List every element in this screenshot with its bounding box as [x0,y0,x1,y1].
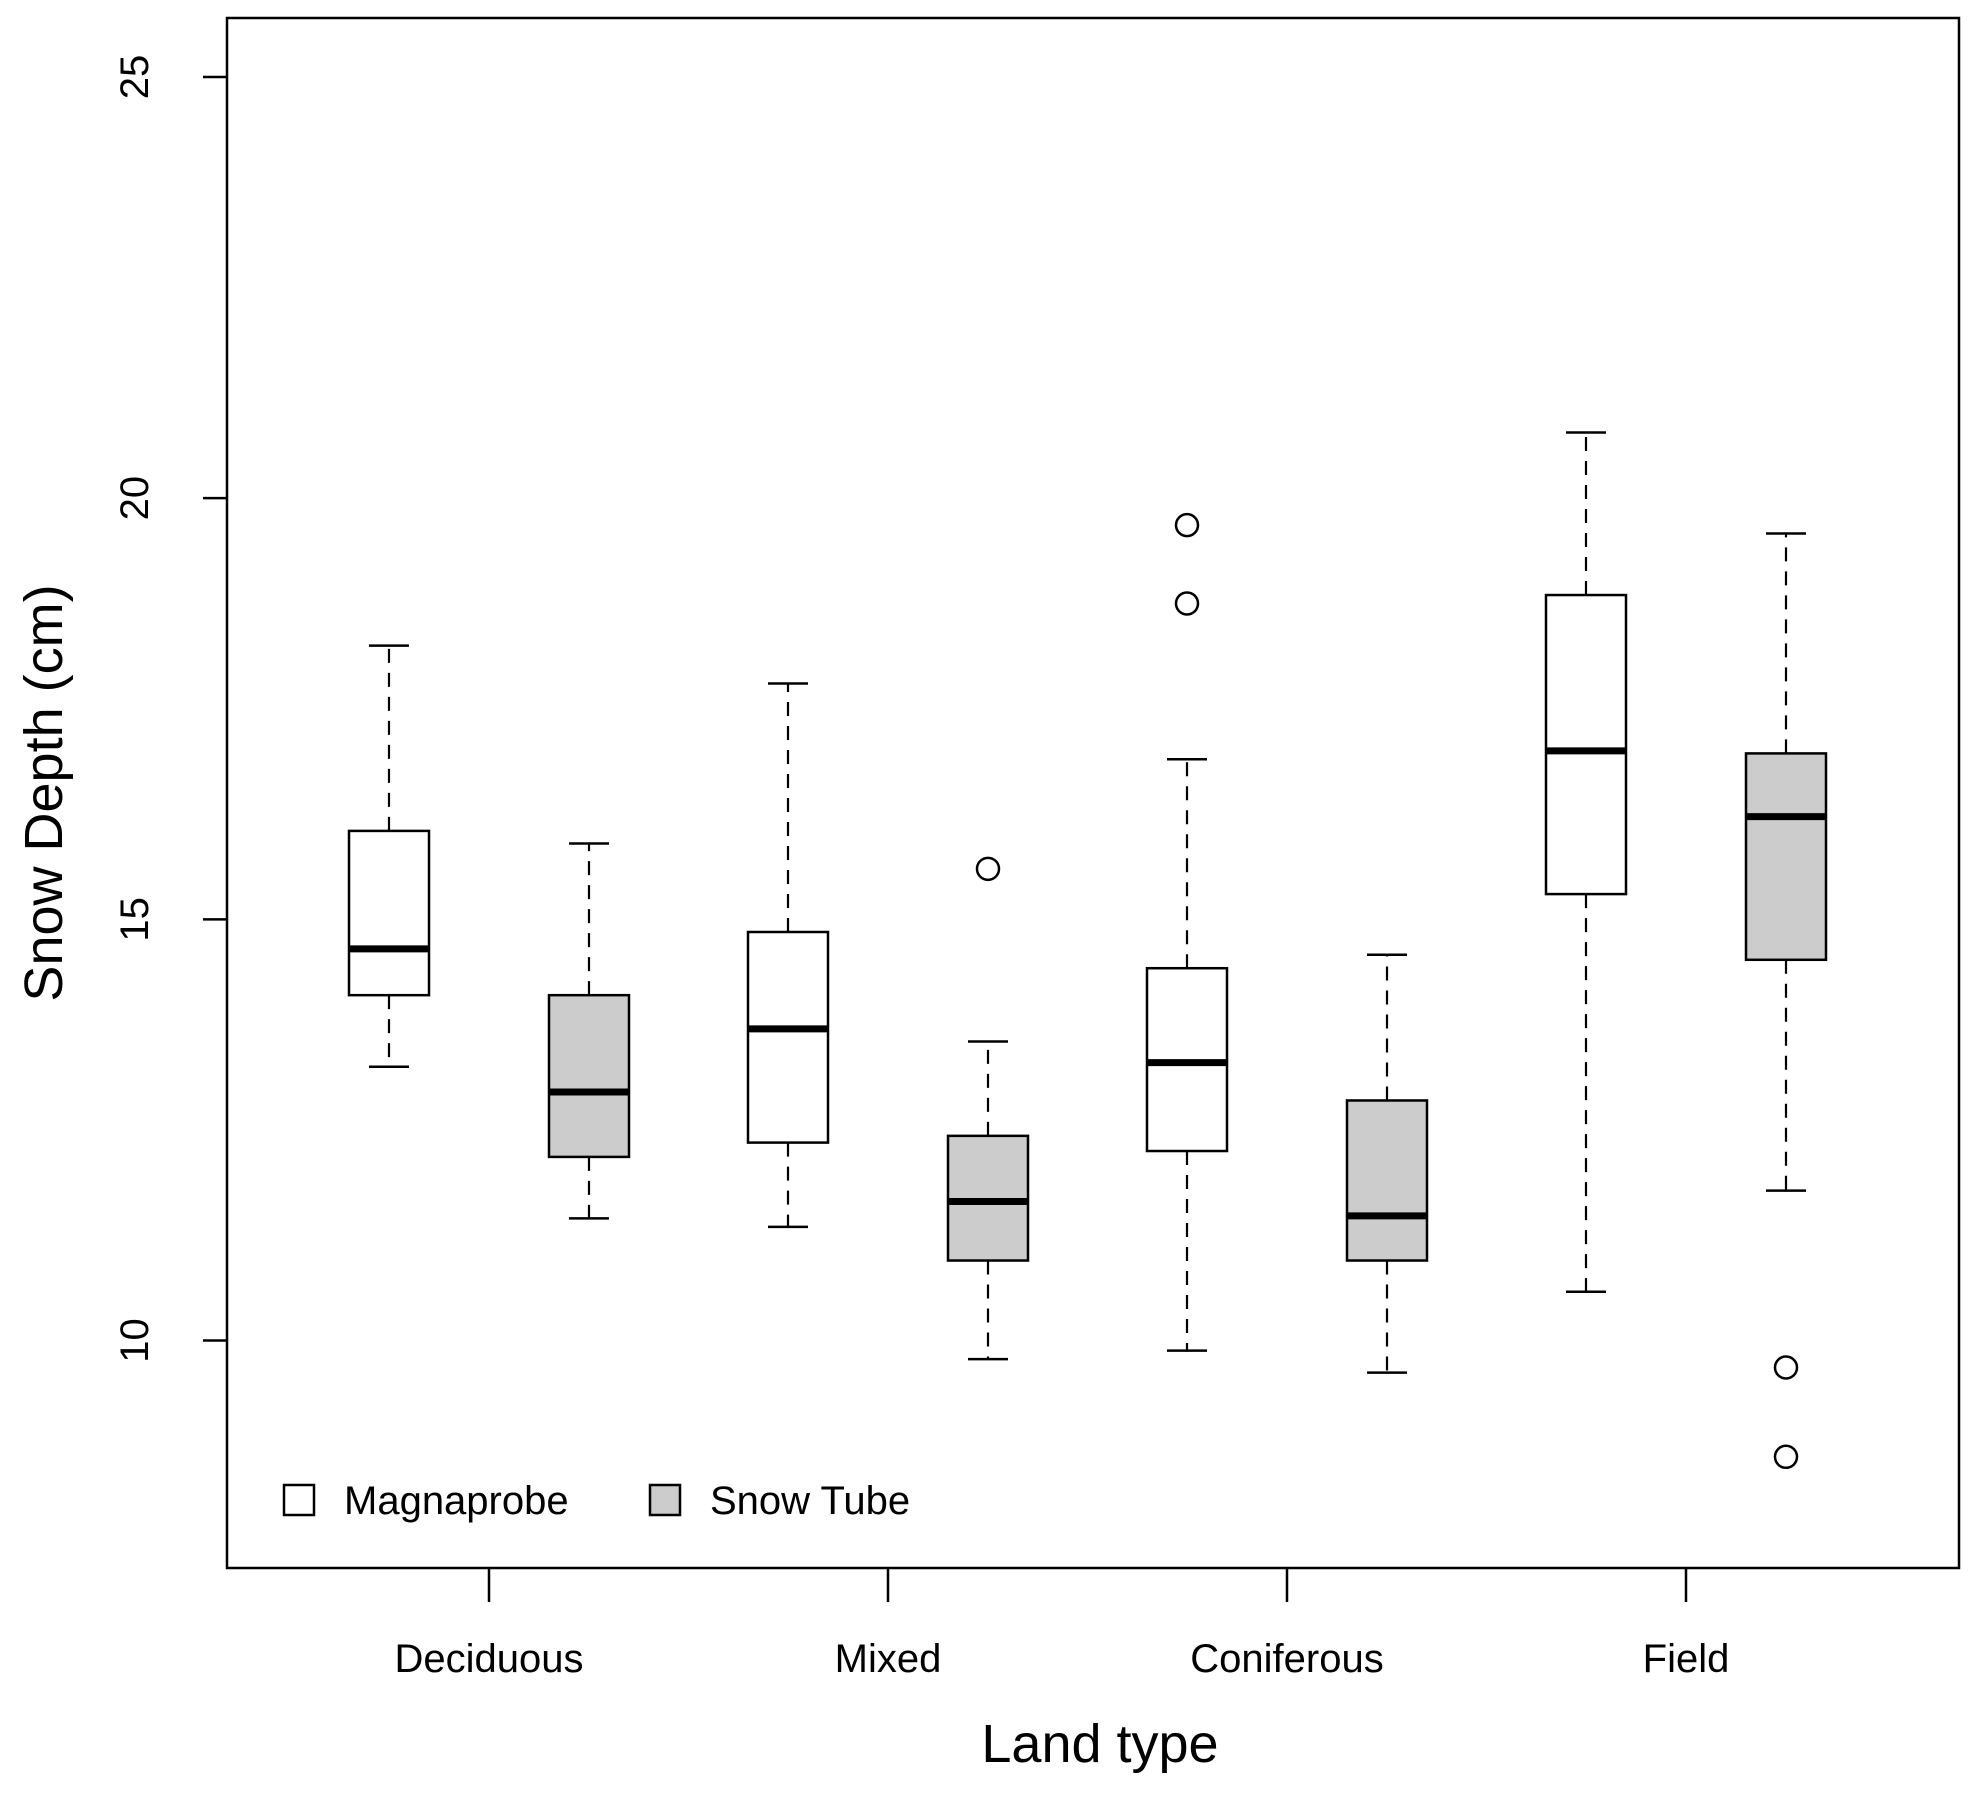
legend-label-magnaprobe: Magnaprobe [344,1479,569,1523]
outlier-point [1773,1355,1799,1380]
legend-swatch-magnaprobe [282,1483,316,1517]
legend-label-snow-tube: Snow Tube [710,1479,910,1523]
box-iqr [1345,1099,1429,1262]
box-snow-tube-mixed [946,856,1030,1361]
box-magnaprobe-deciduous [347,644,431,1069]
y-tick-label: 25 [113,55,157,100]
box-iqr [746,930,830,1144]
box-magnaprobe-field [1544,431,1628,1293]
x-axis: Deciduous Mixed Coniferous Field [394,1568,1729,1681]
y-axis-title: Snow Depth (cm) [14,584,74,1001]
y-tick-label: 15 [113,897,157,942]
x-tick-label-field: Field [1643,1637,1730,1681]
y-tick-label: 20 [113,476,157,521]
legend-swatch-snow-tube [648,1483,682,1517]
x-tick-label-mixed: Mixed [835,1637,942,1681]
outlier-point [1174,591,1200,616]
outlier-point [1773,1444,1799,1470]
box-iqr [1544,593,1628,896]
outlier-point [1174,512,1200,538]
x-tick-label-coniferous: Coniferous [1190,1637,1383,1681]
box-iqr [547,993,631,1159]
x-axis-title: Land type [981,1714,1218,1774]
y-tick-label: 10 [113,1318,157,1363]
boxplots [347,431,1828,1470]
box-iqr [347,829,431,997]
box-iqr [1744,752,1828,962]
x-tick-label-deciduous: Deciduous [394,1637,583,1681]
box-magnaprobe-coniferous [1145,512,1229,1352]
legend: Magnaprobe Snow Tube [282,1479,910,1523]
plot-frame [225,16,1961,1570]
y-axis: 10 15 20 25 [113,55,227,1363]
box-snow-tube-deciduous [547,842,631,1220]
outlier-point [975,856,1001,882]
box-snow-tube-field [1744,532,1828,1470]
box-snow-tube-coniferous [1345,953,1429,1374]
box-magnaprobe-mixed [746,682,830,1229]
